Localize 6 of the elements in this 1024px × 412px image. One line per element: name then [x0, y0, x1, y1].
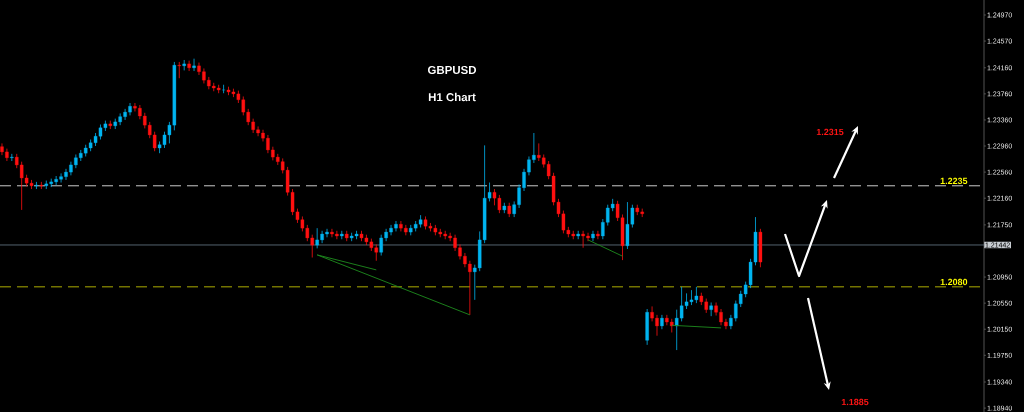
annotation: 1.2315 — [816, 128, 844, 136]
annotation: 1.1885 — [841, 398, 869, 406]
ref-line-label: 1.2080 — [940, 278, 968, 286]
ref-line-label: 1.2235 — [940, 177, 968, 185]
text: GBPUSD — [427, 65, 477, 75]
text: H1 Chart — [428, 92, 476, 102]
